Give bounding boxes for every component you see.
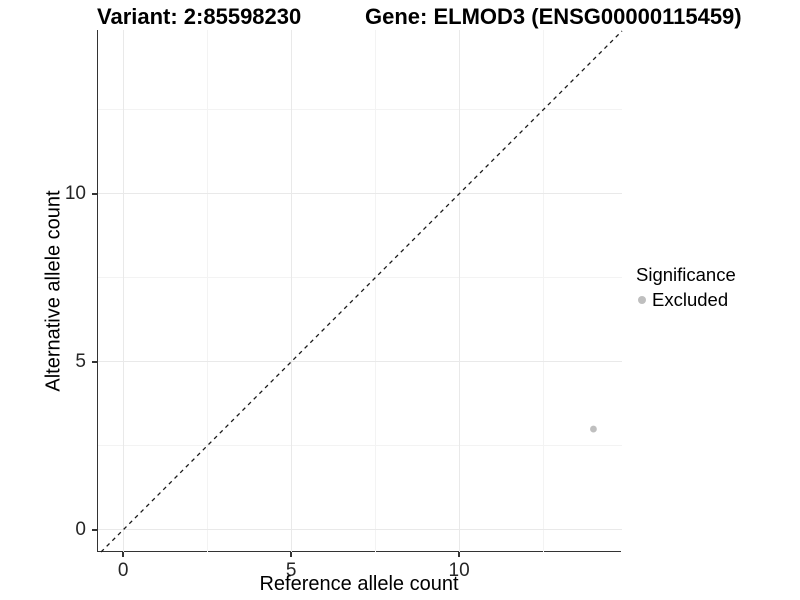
legend-entry: Excluded	[636, 289, 736, 311]
y-tick-label: 0	[75, 518, 86, 540]
y-tick	[91, 529, 97, 531]
x-tick	[458, 552, 460, 557]
y-axis-title: Alternative allele count	[42, 190, 65, 392]
x-axis-title: Reference allele count	[259, 573, 459, 595]
y-tick-label: 5	[75, 350, 86, 372]
y-tick	[91, 193, 97, 195]
legend: Significance Excluded	[636, 264, 736, 311]
legend-entry-label: Excluded	[652, 289, 729, 310]
identity-line	[100, 30, 623, 553]
legend-key-dot-icon	[638, 296, 646, 304]
plot-panel: 0 5 10 0 5 10	[65, 30, 623, 581]
plot-title-variant: Variant: 2:85598230	[97, 4, 302, 29]
x-tick	[122, 552, 124, 557]
plot-overlay	[100, 30, 623, 553]
plot-title-gene: Gene: ELMOD3 (ENSG00000115459)	[365, 4, 742, 29]
legend-title: Significance	[636, 264, 736, 285]
data-point	[590, 425, 597, 433]
y-tick-label: 10	[64, 182, 86, 204]
x-tick	[290, 552, 292, 557]
y-tick	[91, 361, 97, 363]
